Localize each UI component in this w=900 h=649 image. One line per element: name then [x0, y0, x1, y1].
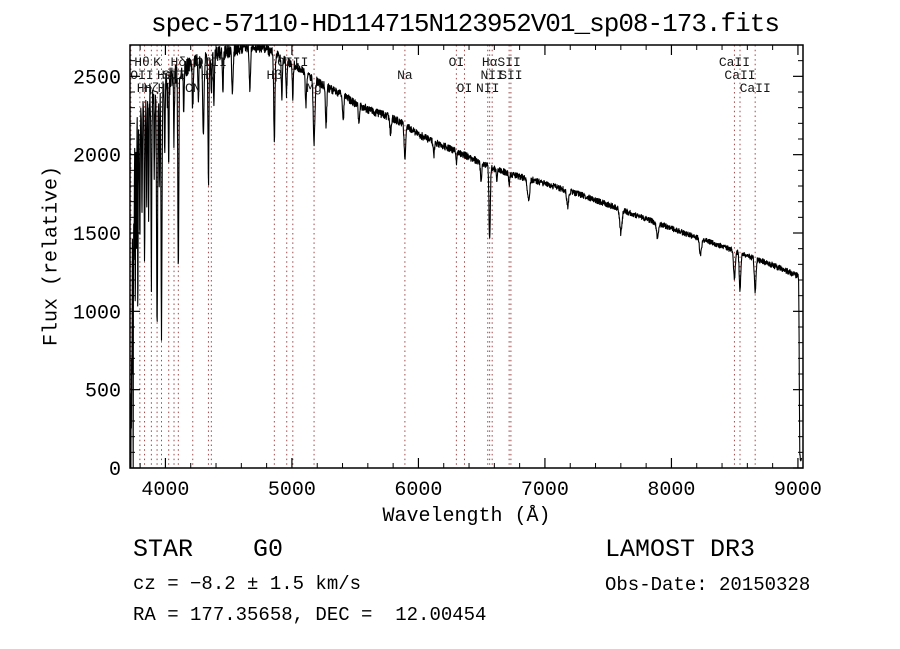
spectral-line-label: OIII — [196, 55, 227, 70]
spectral-line-label: OI — [449, 55, 465, 70]
spectral-line-label: SII — [162, 68, 185, 83]
x-tick-label: 5000 — [268, 479, 316, 502]
spectral-line-label: CN — [185, 81, 201, 96]
y-axis-title: Flux (relative) — [40, 165, 64, 347]
spectral-line-label: Hη — [137, 81, 153, 96]
spectral-line-label: Hζ — [144, 81, 160, 96]
spectral-line-label: NII — [476, 81, 499, 96]
y-tick-label: 500 — [85, 381, 121, 404]
spectral-line-label: HeI — [157, 68, 180, 83]
spectral-line-label: SII — [499, 68, 522, 83]
spectral-line-label: Hδ — [171, 55, 187, 70]
spectral-line-label: Hβ — [267, 68, 283, 83]
y-tick-label: 2000 — [73, 146, 121, 169]
x-axis-title: Wavelength (Å) — [382, 505, 551, 528]
ra-dec-text: RA = 177.35658, DEC = 12.00454 — [133, 604, 487, 626]
x-tick-label: 7000 — [521, 479, 569, 502]
x-tick-label: 4000 — [141, 479, 189, 502]
spectral-line-label: Mg — [306, 81, 322, 96]
spectral-line-label: CaII — [724, 68, 755, 83]
y-tick-label: 1500 — [73, 224, 121, 247]
spectral-line-label: K — [153, 55, 161, 70]
spectral-line-label: H — [158, 81, 166, 96]
y-tick-label: 1000 — [73, 302, 121, 325]
x-tick-label: 8000 — [647, 479, 695, 502]
spectrum-line — [130, 45, 803, 468]
spectral-line-label: OII — [130, 68, 153, 83]
spectral-line-label: SII — [497, 55, 520, 70]
spectral-line-label: Hα — [482, 55, 498, 70]
spectral-line-label: NII — [480, 68, 503, 83]
survey-label: LAMOST DR3 — [605, 535, 756, 564]
spectral-line-label: CaII — [740, 81, 771, 96]
spectral-line-label: OI — [457, 81, 473, 96]
x-tick-label: 9000 — [774, 479, 822, 502]
spectral-line-label: Na — [397, 68, 413, 83]
spectral-line-label: Hθ — [134, 55, 150, 70]
x-tick-label: 6000 — [394, 479, 442, 502]
radial-velocity-text: cz = −8.2 ± 1.5 km/s — [133, 573, 362, 595]
plot-frame — [129, 44, 804, 469]
spectral-line-label: OIII — [277, 55, 308, 70]
spectral-line-label: Hγ — [201, 68, 217, 83]
obs-date-text: Obs-Date: 20150328 — [605, 574, 811, 596]
figure-title: spec-57110-HD114715N123952V01_sp08-173.f… — [151, 9, 780, 39]
object-class-label: STAR G0 — [133, 535, 284, 564]
y-tick-label: 2500 — [73, 67, 121, 90]
spectral-line-label: CaII — [719, 55, 750, 70]
y-tick-label: 0 — [109, 459, 121, 482]
